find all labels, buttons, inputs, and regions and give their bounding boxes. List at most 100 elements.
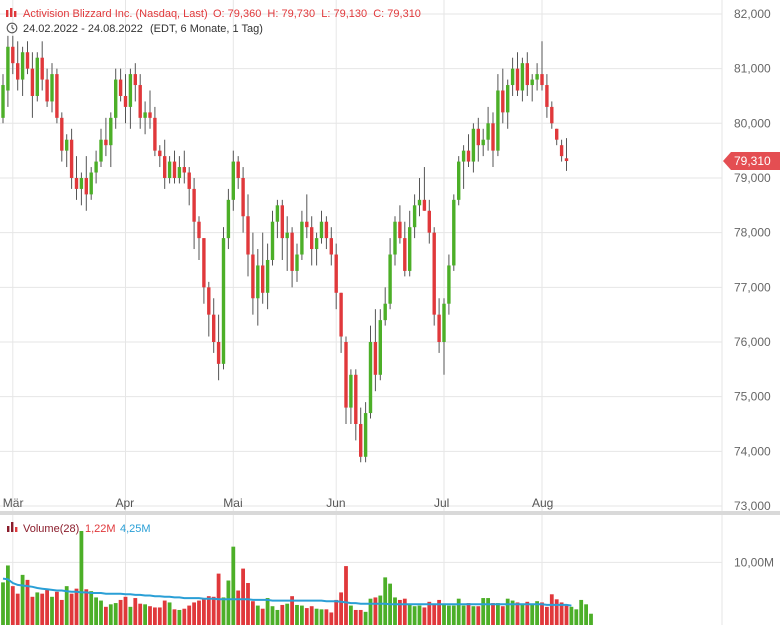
candle-body xyxy=(226,199,231,239)
candle xyxy=(6,35,10,107)
candle xyxy=(16,41,20,91)
candle xyxy=(221,227,226,370)
volume-bar xyxy=(471,606,476,625)
volume-bar xyxy=(177,609,182,625)
volume-bar xyxy=(1,582,5,625)
candle xyxy=(275,199,280,239)
x-tick-label: Mär xyxy=(3,496,24,510)
y-tick-label: 81,000 xyxy=(734,62,771,76)
candle-body xyxy=(109,117,113,146)
volume-bar xyxy=(182,608,187,625)
candle-body xyxy=(212,314,216,342)
volume-bar xyxy=(94,597,98,625)
x-axis-ticks: Mär Apr Mai Jun Jul Aug xyxy=(3,496,554,510)
candle-body xyxy=(388,254,392,304)
candle xyxy=(564,138,569,171)
candle xyxy=(197,216,201,260)
candle-body xyxy=(334,254,338,293)
candle-body xyxy=(305,221,309,228)
volume-bar xyxy=(515,602,520,625)
candle xyxy=(94,150,98,184)
candle xyxy=(109,112,113,168)
volume-bar xyxy=(123,596,128,625)
candle-body xyxy=(466,150,471,162)
candle-body xyxy=(545,85,549,107)
candle xyxy=(432,227,436,326)
candle-body xyxy=(35,57,39,96)
candle-body xyxy=(515,68,520,91)
candle-body xyxy=(339,292,343,337)
volume-bar xyxy=(270,606,275,625)
candle-body xyxy=(221,238,226,364)
candle-body xyxy=(457,161,461,200)
candle-body xyxy=(319,221,324,239)
candle xyxy=(163,139,167,189)
volume-bar xyxy=(579,599,584,625)
candle-body xyxy=(412,205,417,228)
candle xyxy=(30,52,35,118)
candle xyxy=(550,101,554,129)
candle-body xyxy=(69,139,74,178)
candle-body xyxy=(437,314,441,342)
candle xyxy=(295,243,299,282)
volume-bar xyxy=(520,604,525,625)
candle xyxy=(559,139,564,162)
volume-bar xyxy=(442,604,446,625)
candle xyxy=(378,309,382,381)
candle xyxy=(506,79,510,129)
candle-body xyxy=(510,68,515,86)
volume-bar xyxy=(236,590,241,625)
volume-bar xyxy=(422,607,427,625)
candle-body xyxy=(60,117,64,151)
candle xyxy=(192,177,196,250)
candle-body xyxy=(393,221,397,255)
candle xyxy=(212,298,216,353)
volume-bar xyxy=(530,604,535,625)
candle-body xyxy=(471,128,476,162)
volume-bar xyxy=(30,596,35,625)
volume-bar xyxy=(45,589,49,625)
volume-bar xyxy=(265,598,270,625)
volume-bar xyxy=(206,596,211,625)
volume-bar xyxy=(540,602,544,625)
candle-body xyxy=(133,74,137,86)
candle-body xyxy=(398,221,402,239)
candle-body xyxy=(280,205,284,239)
candle xyxy=(540,41,544,91)
x-tick-label: Jun xyxy=(326,496,345,510)
volume-bar xyxy=(113,603,118,625)
candle-body xyxy=(344,341,348,408)
volume-bar xyxy=(59,599,64,625)
volume-bar xyxy=(6,565,10,625)
candle xyxy=(525,52,529,96)
candle-body xyxy=(167,161,172,178)
candle xyxy=(60,112,64,162)
candle-body xyxy=(158,150,162,157)
candle xyxy=(84,156,88,211)
price-tag-shape xyxy=(723,152,780,171)
candle-body xyxy=(354,374,358,424)
y-tick-label: 79,000 xyxy=(734,171,771,185)
candle xyxy=(231,150,235,211)
candle xyxy=(45,68,49,107)
candle xyxy=(99,128,103,168)
candle xyxy=(461,145,466,189)
candle xyxy=(334,243,338,310)
pane-divider[interactable] xyxy=(0,511,780,515)
candle-body xyxy=(491,123,495,151)
candle-body xyxy=(461,150,466,162)
candle-body xyxy=(123,95,128,107)
candle-body xyxy=(143,112,147,118)
volume-bar xyxy=(300,605,304,625)
volume-bar xyxy=(344,566,348,625)
candle xyxy=(339,292,343,353)
candle xyxy=(236,156,240,189)
volume-average: 4,25M xyxy=(120,523,151,535)
volume-bar xyxy=(373,597,378,625)
candle xyxy=(241,167,245,233)
candle xyxy=(471,123,476,173)
candle-body xyxy=(530,79,534,86)
volume-bar xyxy=(378,595,383,625)
candle xyxy=(349,369,353,424)
